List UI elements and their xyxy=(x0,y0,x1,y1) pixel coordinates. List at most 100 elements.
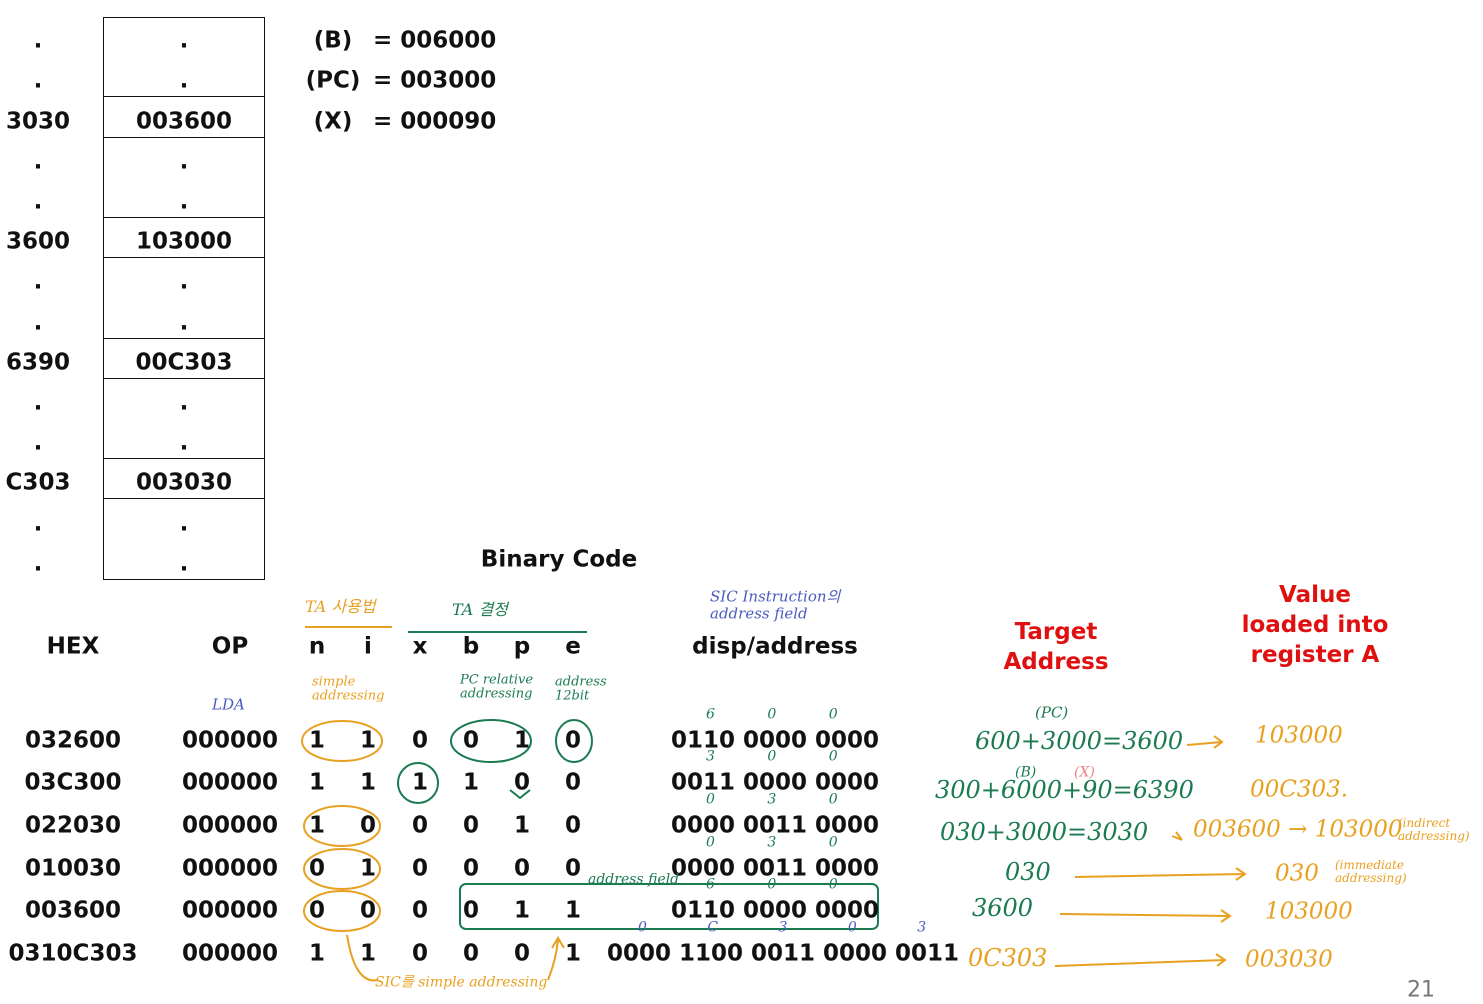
memory-content: 003600 xyxy=(135,108,233,135)
table-cell: 000000 xyxy=(181,727,279,754)
table-cell: 0 xyxy=(564,769,582,796)
handwritten-note: SIC Instruction의 address field xyxy=(710,587,841,622)
target-note: 300+6000+90=6390 xyxy=(935,776,1194,804)
table-cell: 1 xyxy=(308,940,326,967)
table-cell: 1 xyxy=(411,769,429,796)
memory-content: . xyxy=(179,429,189,456)
value-note: 103000 xyxy=(1255,722,1343,749)
table-cell: 1 xyxy=(513,727,531,754)
memory-content: . xyxy=(179,148,189,175)
table-cell: 0 xyxy=(462,940,480,967)
table-cell: 0 xyxy=(564,812,582,839)
target-note: 600+3000=3600 xyxy=(975,727,1184,755)
memory-address: 3600 xyxy=(5,228,71,255)
register-name: (B) xyxy=(313,27,353,54)
page-number: 21 xyxy=(1407,977,1435,1003)
table-cell: 1 xyxy=(359,940,377,967)
memory-cell xyxy=(103,499,265,540)
table-cell: 010030 xyxy=(24,855,122,882)
table-cell: 0 xyxy=(411,897,429,924)
value-note: 003030 xyxy=(1245,946,1333,973)
memory-address: C303 xyxy=(5,469,71,496)
table-cell: 000000 xyxy=(181,940,279,967)
memory-content: . xyxy=(179,309,189,336)
handwritten-note: (PC) xyxy=(1035,703,1069,722)
value-note: 00C303. xyxy=(1250,776,1349,803)
table-cell: 1 xyxy=(308,727,326,754)
register-value: = 003000 xyxy=(373,67,497,94)
table-cell: 0 xyxy=(411,727,429,754)
disp-hint: 0 3 0 xyxy=(706,791,838,808)
register-name: (PC) xyxy=(305,67,361,94)
handwritten-note: TA 결정 xyxy=(452,600,508,619)
table-cell: 0011 0000 0000 xyxy=(670,769,880,796)
column-header: b xyxy=(462,633,480,660)
memory-cell xyxy=(103,338,265,379)
table-cell: 1 xyxy=(564,897,582,924)
table-cell: 0 xyxy=(308,855,326,882)
memory-content: 103000 xyxy=(135,228,233,255)
memory-content: . xyxy=(179,27,189,54)
memory-cell xyxy=(103,459,265,500)
memory-address: . xyxy=(33,268,43,295)
memory-cell xyxy=(103,97,265,138)
disp-hint: 6 0 0 xyxy=(706,876,838,893)
table-cell: 0110 0000 0000 xyxy=(670,727,880,754)
table-cell: 0 xyxy=(308,897,326,924)
memory-cell xyxy=(103,137,265,178)
register-name: (X) xyxy=(313,108,353,135)
memory-cell xyxy=(103,298,265,339)
table-cell: 0 xyxy=(462,812,480,839)
disp-hint: 6 0 0 xyxy=(706,706,838,723)
register-value: = 006000 xyxy=(373,27,497,54)
memory-cell xyxy=(103,378,265,419)
table-cell: 03C300 xyxy=(24,769,122,796)
handwritten-note: (immediate addressing) xyxy=(1335,857,1407,885)
memory-content: 00C303 xyxy=(135,349,233,376)
table-cell: 0 xyxy=(513,769,531,796)
table-cell: 000000 xyxy=(181,897,279,924)
memory-address: . xyxy=(33,510,43,537)
table-cell: 0 xyxy=(411,940,429,967)
memory-content: . xyxy=(179,389,189,416)
column-header: Target Address xyxy=(1003,619,1109,675)
value-note: 030 xyxy=(1275,860,1319,887)
handwritten-note: PC relative addressing xyxy=(460,672,534,702)
table-cell: 032600 xyxy=(24,727,122,754)
table-cell: 022030 xyxy=(24,812,122,839)
memory-address: 6390 xyxy=(5,349,71,376)
value-note: 103000 xyxy=(1265,898,1353,925)
memory-address: . xyxy=(33,67,43,94)
memory-content: . xyxy=(179,67,189,94)
table-cell: 0 xyxy=(462,897,480,924)
column-header: Value loaded into register A xyxy=(1241,582,1389,668)
column-header: i xyxy=(364,633,372,660)
table-cell: 1 xyxy=(308,769,326,796)
disp-hint: 3 0 0 xyxy=(706,748,838,765)
table-cell: 1 xyxy=(359,727,377,754)
table-cell: 0 xyxy=(462,727,480,754)
handwritten-note: (X) xyxy=(1074,764,1095,781)
table-cell: 0 xyxy=(564,855,582,882)
table-cell: 0000 0011 0000 xyxy=(670,855,880,882)
disp-hint: 0 3 0 xyxy=(706,834,838,851)
table-cell: 0000 0011 0000 xyxy=(670,812,880,839)
table-cell: 0110 0000 0000 xyxy=(670,897,880,924)
disp-hint: 0 C 3 0 3 xyxy=(638,919,927,936)
table-cell: 1 xyxy=(513,812,531,839)
table-cell: 1 xyxy=(359,855,377,882)
target-note: 0C303 xyxy=(968,944,1048,972)
memory-address: . xyxy=(33,389,43,416)
table-cell: 0 xyxy=(513,855,531,882)
memory-cell xyxy=(103,17,265,58)
table-cell: 0 xyxy=(359,897,377,924)
column-header: p xyxy=(513,633,531,660)
table-cell: 0310C303 xyxy=(8,940,138,967)
column-header: x xyxy=(412,633,428,660)
memory-content: . xyxy=(179,510,189,537)
table-cell: 000000 xyxy=(181,769,279,796)
table-cell: 0 xyxy=(411,812,429,839)
memory-address: . xyxy=(33,27,43,54)
